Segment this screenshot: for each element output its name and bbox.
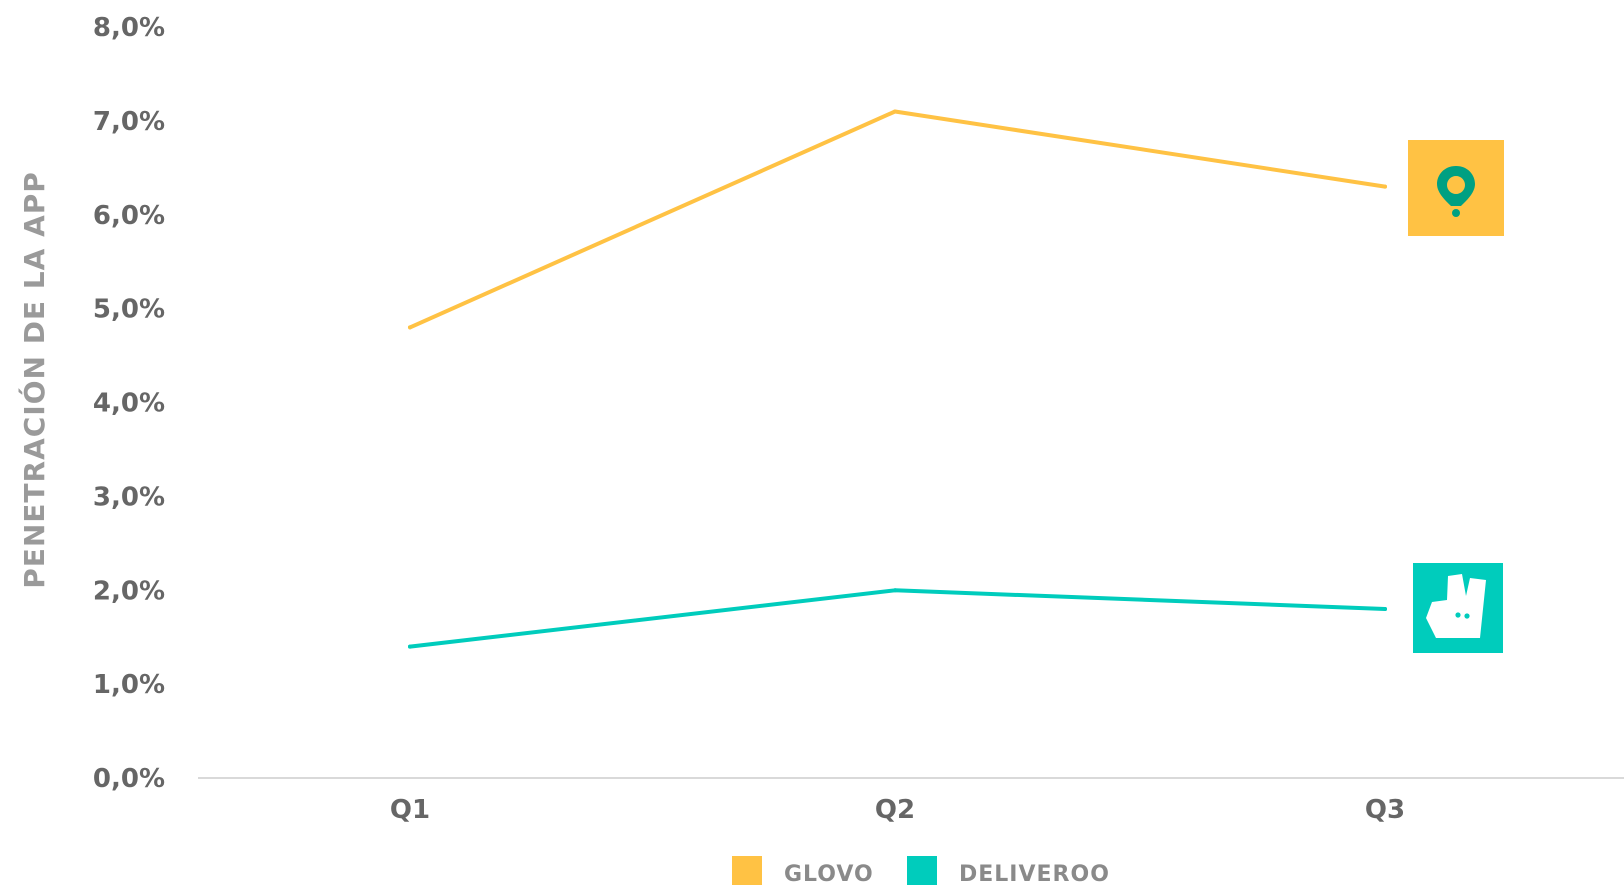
y-tick-labels: 0,0% 1,0% 2,0% 3,0% 4,0% 5,0% 6,0% 7,0% 8,0% — [93, 13, 165, 794]
data-point-deliveroo — [893, 588, 897, 593]
series-end-icons — [1408, 140, 1504, 653]
data-point-glovo — [893, 109, 897, 114]
series-lines — [408, 109, 1387, 649]
legend-label: GLOVO — [784, 862, 874, 885]
y-tick-label: 5,0% — [93, 295, 165, 325]
legend-swatch — [907, 856, 937, 885]
legend-item-deliveroo: DELIVEROO — [907, 856, 1110, 885]
legend-label: DELIVEROO — [959, 862, 1110, 885]
y-tick-label: 8,0% — [93, 13, 165, 43]
y-tick-label: 4,0% — [93, 389, 165, 419]
y-axis-title: PENETRACIÓN DE LA APP — [17, 171, 51, 589]
glovo-pin-icon — [1408, 140, 1504, 236]
legend-swatch — [732, 856, 762, 885]
data-point-deliveroo — [408, 644, 412, 649]
legend: GLOVO DELIVEROO — [732, 856, 1110, 885]
x-tick-labels: Q1 Q2 Q3 — [390, 795, 1405, 825]
y-tick-label: 1,0% — [93, 670, 165, 700]
data-point-glovo — [1383, 184, 1387, 189]
y-tick-label: 2,0% — [93, 576, 165, 606]
x-tick-label: Q1 — [390, 795, 430, 825]
series-line-glovo — [408, 109, 1387, 330]
y-tick-label: 6,0% — [93, 201, 165, 231]
y-tick-label: 3,0% — [93, 482, 165, 512]
y-tick-label: 7,0% — [93, 107, 165, 137]
y-tick-label: 0,0% — [93, 764, 165, 794]
data-point-deliveroo — [1383, 607, 1387, 611]
legend-item-glovo: GLOVO — [732, 856, 874, 885]
series-line-deliveroo — [408, 588, 1387, 649]
x-tick-label: Q2 — [875, 795, 915, 825]
x-tick-label: Q3 — [1365, 795, 1405, 825]
data-point-glovo — [408, 325, 412, 330]
deliveroo-kangaroo-icon — [1413, 563, 1503, 653]
